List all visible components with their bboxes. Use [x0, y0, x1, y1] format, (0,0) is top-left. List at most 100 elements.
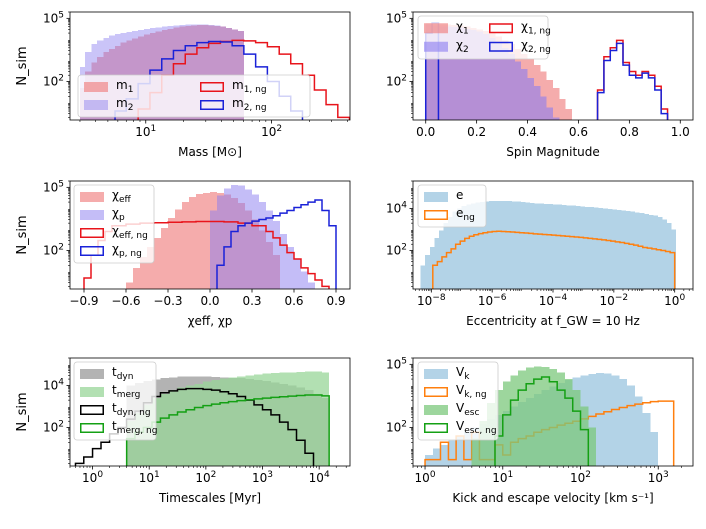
bar: [489, 37, 496, 120]
legend-swatch: [84, 100, 108, 110]
bar: [226, 27, 233, 120]
bar: [566, 205, 572, 289]
bar: [470, 203, 476, 289]
bar: [270, 373, 280, 466]
legend-swatch: [489, 23, 513, 34]
bar: [571, 205, 576, 289]
bar: [288, 372, 297, 466]
bar: [580, 206, 585, 289]
bar: [149, 28, 156, 120]
bar: [220, 26, 227, 120]
y-tick-label: 102: [43, 420, 64, 435]
mass-series-m1-ng: [137, 39, 350, 120]
bar: [214, 25, 221, 120]
bar: [502, 201, 508, 289]
legend-swatch: [424, 210, 448, 220]
bar: [534, 203, 540, 289]
legend-swatch: [80, 192, 104, 202]
y-tick-label: 102: [386, 74, 407, 89]
bar: [177, 387, 187, 466]
bar: [279, 372, 289, 466]
x-tick-label: 104: [309, 470, 330, 485]
bar: [671, 229, 677, 289]
y-tick-label: 102: [386, 420, 407, 435]
bar: [598, 207, 604, 289]
bar: [511, 201, 517, 289]
bar: [502, 47, 509, 120]
bar: [546, 107, 553, 120]
bar: [466, 204, 471, 289]
bar: [533, 86, 541, 120]
bar: [308, 282, 315, 289]
bar: [588, 427, 596, 466]
ecc-series-e: [420, 200, 677, 289]
bar: [186, 385, 195, 466]
spin-axes-frame: [412, 11, 694, 121]
bar: [475, 202, 480, 289]
step-line: [494, 376, 590, 466]
bar: [217, 195, 224, 289]
legend-frame: [73, 184, 155, 264]
legend-swatch: [80, 210, 104, 220]
bar: [562, 205, 567, 289]
mass-axes-frame: [69, 11, 351, 121]
mass-x-axis-label: Mass [M⊙]: [178, 145, 242, 159]
ecc-plot-area: [420, 200, 677, 289]
bar: [626, 211, 631, 289]
bar: [144, 29, 150, 120]
bar: [432, 25, 439, 120]
bar: [196, 194, 203, 289]
bar: [540, 96, 547, 120]
spin-series-chi1-ng: [596, 39, 669, 120]
bar: [287, 246, 294, 289]
bar: [179, 26, 186, 120]
bar: [179, 25, 186, 120]
bar: [588, 373, 596, 466]
bar: [210, 210, 217, 289]
legend-label: Vk: [456, 365, 470, 382]
bar: [296, 371, 305, 466]
bar: [642, 412, 651, 466]
bar: [321, 372, 330, 466]
bar: [539, 203, 544, 289]
x-tick-label: 0.6: [569, 125, 588, 139]
bar: [612, 209, 617, 289]
bar: [438, 26, 445, 120]
bar: [175, 209, 182, 289]
bar: [471, 438, 480, 466]
bar: [273, 221, 280, 289]
bar: [301, 271, 308, 289]
x-tick-label: 100: [82, 470, 103, 485]
x-tick-label: −0.9: [69, 294, 98, 308]
time-series-t-merg-ng: [125, 394, 330, 466]
bar: [498, 200, 503, 289]
chi-plot-area: [83, 184, 337, 289]
bar: [627, 385, 635, 466]
x-tick-label: 0.9: [326, 294, 345, 308]
x-tick-label: 101: [139, 470, 160, 485]
bar: [203, 192, 210, 289]
bar: [126, 421, 135, 466]
bar: [553, 117, 560, 120]
bar: [603, 208, 608, 289]
x-tick-label: 0.8: [620, 125, 639, 139]
bar: [443, 223, 449, 289]
bar: [252, 194, 259, 289]
step-line: [432, 230, 676, 289]
bar: [133, 267, 140, 289]
bar: [173, 25, 180, 120]
x-tick-label: −0.6: [111, 294, 140, 308]
bar: [489, 201, 494, 289]
legend-label: χeff, ng: [112, 224, 148, 241]
bar: [457, 27, 464, 120]
ecc-series-e-ng: [432, 230, 676, 289]
bar: [161, 26, 168, 120]
bar: [238, 185, 245, 289]
bar: [168, 218, 175, 289]
bar: [479, 202, 485, 289]
bar: [461, 206, 467, 289]
bar: [653, 215, 658, 289]
bar: [644, 213, 649, 289]
